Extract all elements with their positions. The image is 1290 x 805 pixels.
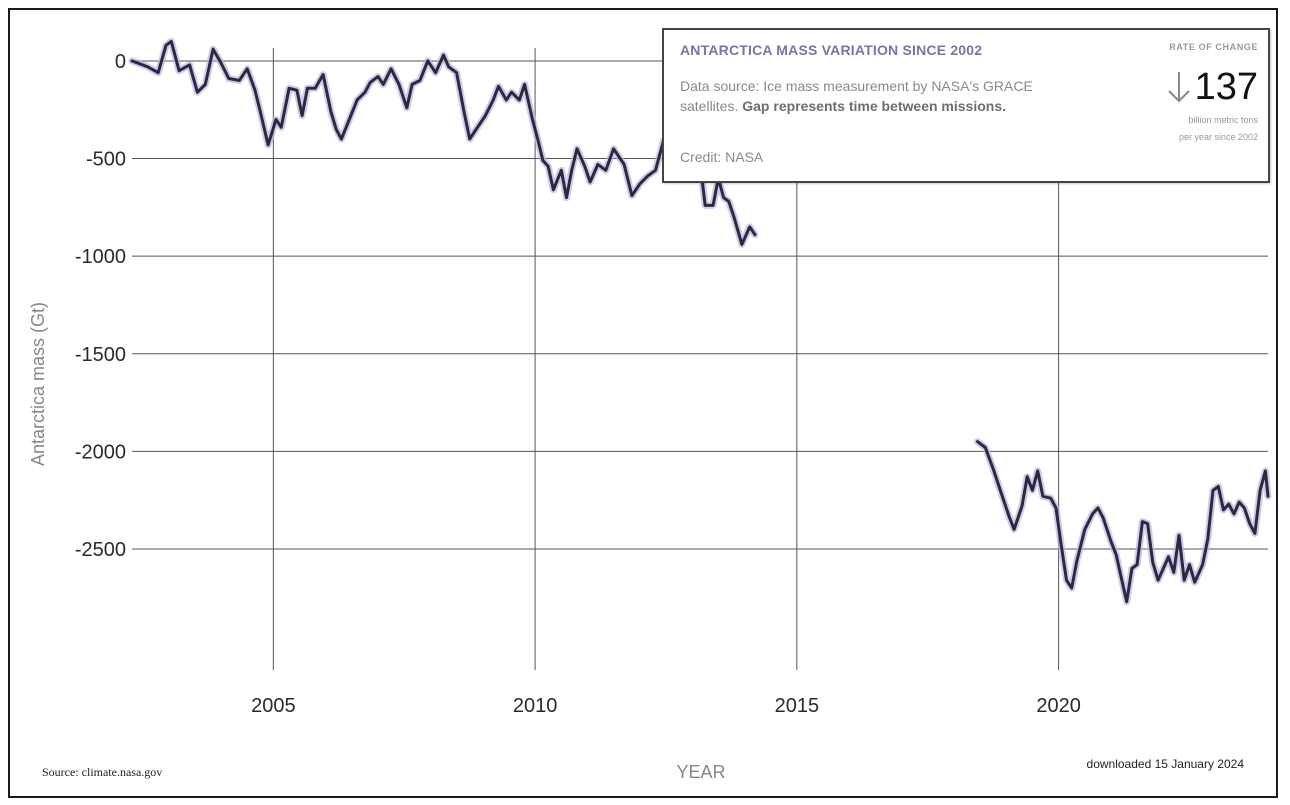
info-description: Data source: Ice mass measurement by NAS… [680, 76, 1080, 116]
y-axis-title: Antarctica mass (Gt) [28, 302, 48, 466]
y-tick-label: -1500 [75, 344, 126, 366]
rate-unit-line-2: per year since 2002 [1178, 132, 1258, 142]
y-tick-label: -1000 [75, 246, 126, 268]
x-tick-label: 2015 [775, 695, 820, 717]
rate-of-change-label: RATE OF CHANGE [1169, 42, 1258, 52]
rate-unit-line-1: billion metric tons [1188, 115, 1258, 125]
y-tick-label: -500 [86, 149, 126, 171]
info-credit: Credit: NASA [680, 149, 764, 165]
rate-of-change-unit: billion metric tons per year since 2002 [1108, 112, 1258, 146]
info-box: ANTARCTICA MASS VARIATION SINCE 2002 Dat… [662, 28, 1270, 183]
info-desc-bold: Gap represents time between missions. [742, 98, 1007, 114]
x-tick-label: 2020 [1036, 695, 1081, 717]
download-date: downloaded 15 January 2024 [1087, 757, 1245, 771]
x-tick-labels: 2005 2010 2015 2020 [251, 695, 1081, 717]
info-desc-plain: Data source: Ice mass measurement by NAS… [680, 78, 1033, 114]
y-tick-label: -2500 [75, 539, 126, 561]
data-line-segment [130, 39, 757, 246]
x-axis-title: YEAR [676, 762, 725, 782]
rate-of-change-row: 137 [1167, 66, 1258, 108]
y-tick-labels: 0 -500 -1000 -1500 -2000 -2500 [75, 51, 126, 561]
data-line-segment [976, 440, 1270, 604]
source-note: Source: climate.nasa.gov [42, 765, 162, 779]
down-arrow-icon [1167, 72, 1190, 103]
y-tick-label: 0 [115, 51, 126, 73]
info-title: ANTARCTICA MASS VARIATION SINCE 2002 [680, 42, 983, 58]
x-tick-label: 2010 [513, 695, 558, 717]
data-lines [130, 39, 1270, 604]
rate-of-change-value: 137 [1194, 66, 1258, 108]
x-tick-label: 2005 [251, 695, 296, 717]
y-tick-label: -2000 [75, 441, 126, 463]
